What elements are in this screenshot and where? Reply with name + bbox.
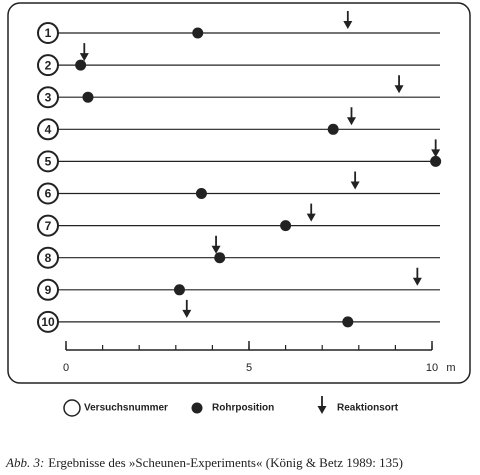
reaction-arrow [431, 139, 441, 158]
trial-number: 1 [45, 26, 52, 40]
reaction-arrow [306, 203, 316, 222]
reaction-arrow [343, 11, 353, 29]
caption-label: Abb. 3: [5, 455, 44, 470]
reaction-arrow [412, 267, 422, 286]
pipe-position [214, 252, 226, 264]
trial-circle [37, 150, 59, 173]
legend-label: Rohrposition [212, 403, 274, 414]
x-tick-label: 0 [63, 362, 69, 374]
trial-number: 10 [41, 315, 55, 329]
pipe-position [280, 220, 292, 232]
trial-number: 6 [45, 187, 52, 201]
trial-circle [37, 54, 59, 77]
pipe-position [327, 123, 339, 135]
reaction-arrow [211, 235, 221, 254]
trial-number: 7 [45, 219, 52, 233]
trial-circle [37, 246, 59, 269]
pipe-position [82, 91, 94, 103]
trial-number: 5 [45, 155, 52, 169]
pipe-position [430, 155, 442, 167]
trial-circle [37, 22, 59, 44]
pipe-position [192, 27, 204, 39]
x-tick-label: 10 [426, 362, 438, 374]
trial-circle [37, 182, 59, 205]
legend-label: Reaktionsort [337, 403, 399, 414]
reaction-arrow [394, 75, 404, 94]
trial-number: 2 [45, 58, 52, 72]
reaction-arrow [182, 299, 192, 318]
reaction-arrow [346, 107, 356, 126]
trial-number: 4 [45, 122, 52, 136]
reaction-arrow [79, 43, 89, 62]
frame [7, 2, 471, 384]
x-unit: m [446, 362, 455, 374]
trial-number: 8 [45, 251, 52, 265]
pipe-position [173, 284, 185, 296]
caption: Abb. 3: Ergebnisse des »Scheunen-Experime… [5, 455, 403, 470]
legend-icon [191, 402, 203, 414]
legend-trial-label: Versuchsnummer [84, 403, 168, 414]
trial-number: 3 [45, 90, 52, 104]
x-tick-label: 5 [246, 362, 252, 374]
legend-trial-icon [63, 399, 81, 417]
reaction-arrow [350, 171, 360, 190]
pipe-position [195, 188, 207, 199]
legend-icon [317, 396, 327, 414]
trial-circle [37, 86, 59, 109]
trial-circle [37, 310, 59, 333]
trial-circle [37, 278, 59, 301]
trial-circle [37, 214, 59, 237]
trial-circle [37, 118, 59, 141]
trial-number: 9 [45, 283, 52, 297]
pipe-position [75, 59, 87, 71]
caption-text: Ergebnisse des »Scheunen-Experiments« (K… [48, 455, 403, 470]
pipe-position [342, 316, 354, 328]
